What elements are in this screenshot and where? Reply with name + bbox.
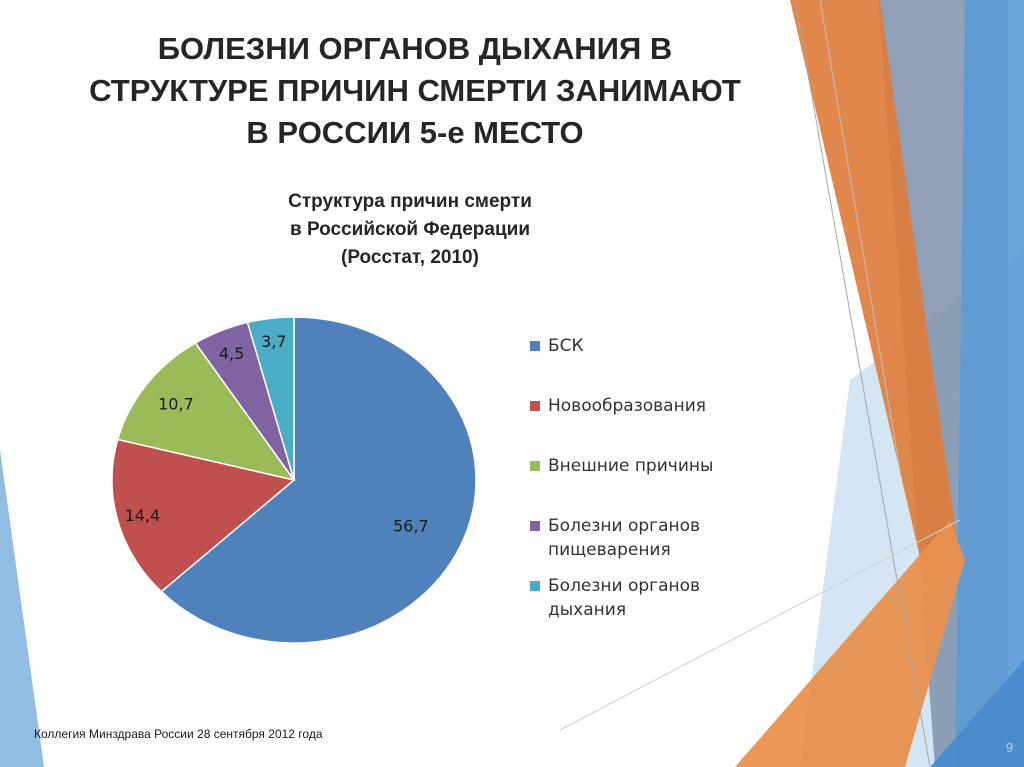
slide-title-line: БОЛЕЗНИ ОРГАНОВ ДЫХАНИЯ В	[157, 31, 673, 66]
slide-title-line: СТРУКТУРЕ ПРИЧИН СМЕРТИ ЗАНИМАЮТ	[89, 73, 741, 108]
thin-line-c	[559, 519, 961, 731]
slide-title: БОЛЕЗНИ ОРГАНОВ ДЫХАНИЯ В СТРУКТУРЕ ПРИЧ…	[30, 28, 800, 154]
legend-item-digestive: Болезни органов пищеварения	[530, 514, 700, 562]
legend-swatch	[530, 521, 540, 531]
slide-title-line: В РОССИИ 5-е МЕСТО	[246, 115, 584, 150]
page-number: 9	[1006, 740, 1014, 755]
slice-external-causes	[116, 341, 296, 482]
left-blue-ribbon	[0, 450, 44, 767]
legend-swatch	[530, 581, 540, 591]
legend-label: Внешние причины	[548, 456, 714, 476]
legend-item-neoplasms: Новообразования	[530, 394, 706, 418]
slice-label-external-causes: 10,7	[158, 395, 194, 414]
slice-label-digestive: 4,5	[219, 344, 244, 363]
slice-label-neoplasms: 14,4	[125, 506, 161, 525]
bottom-blue-ribbon	[930, 660, 1024, 767]
chart-title-line: в Российской Федерации	[289, 219, 531, 240]
footer-text: Коллегия Минздрава России 28 сентября 20…	[34, 727, 323, 741]
bottom-orange-ribbon	[735, 520, 965, 767]
legend-item-bsk: БСК	[530, 334, 584, 358]
chart-title-line: Структура причин смерти	[288, 191, 532, 212]
right-orange-ribbon	[790, 0, 960, 600]
legend-label: Болезни органов дыхания	[548, 574, 700, 622]
legend-swatch	[530, 341, 540, 351]
legend-label-line: пищеварения	[548, 540, 671, 560]
legend-label: БСК	[548, 336, 584, 356]
legend-label: Новообразования	[548, 396, 706, 416]
slice-neoplasms	[111, 438, 296, 593]
legend-label-line: дыхания	[548, 600, 627, 620]
legend-label-line: Болезни органов	[548, 576, 701, 596]
chart-title: Структура причин смерти в Российской Фед…	[240, 188, 580, 272]
legend-label: Болезни органов пищеварения	[548, 514, 700, 562]
slice-bsk	[160, 316, 477, 644]
chart-title-line: (Росстат, 2010)	[341, 247, 479, 268]
slice-respiratory	[246, 316, 295, 481]
legend-item-respiratory: Болезни органов дыхания	[530, 574, 700, 622]
slice-label-respiratory: 3,7	[261, 332, 286, 351]
thin-line-a	[794, 0, 931, 767]
legend-swatch	[530, 401, 540, 411]
slice-label-bsk: 56,7	[393, 516, 429, 535]
legend-label-line: Болезни органов	[548, 516, 701, 536]
right-blue-ribbon	[955, 0, 1024, 767]
legend-swatch	[530, 461, 540, 471]
legend-item-external-causes: Внешние причины	[530, 454, 713, 478]
thin-line-b	[819, 0, 901, 471]
